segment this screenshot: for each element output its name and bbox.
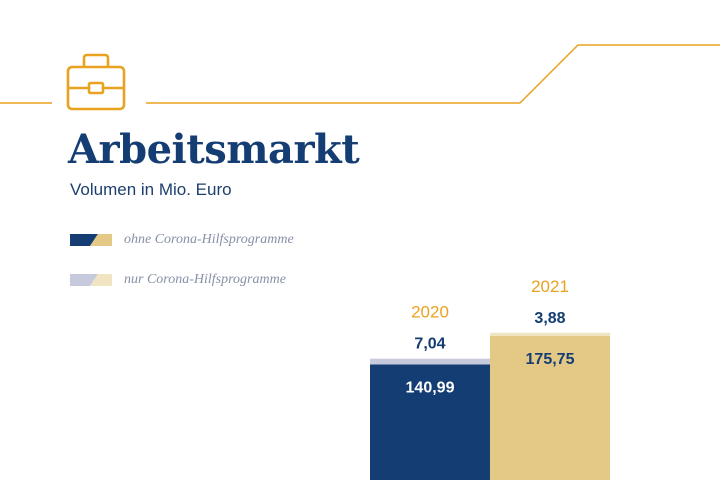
- bar-nur-2020: [370, 358, 490, 365]
- category-label-2021: 2021: [531, 277, 569, 296]
- briefcase-icon: [66, 53, 126, 111]
- bar-ohne-2020: [370, 364, 490, 480]
- page-title: Arbeitsmarkt: [68, 126, 360, 173]
- data-label-ohne-2021: 175,75: [526, 351, 575, 368]
- data-label-ohne-2020: 140,99: [406, 379, 455, 396]
- legend-swatch-ohne: [70, 234, 112, 246]
- data-label-nur-2020: 7,04: [414, 336, 445, 353]
- accent-line: [0, 44, 720, 104]
- data-label-nur-2021: 3,88: [534, 310, 565, 327]
- bar-nur-2021: [490, 332, 610, 336]
- category-label-2020: 2020: [411, 303, 449, 322]
- legend-label-ohne: ohne Corona-Hilfsprogramme: [124, 232, 294, 247]
- subtitle: Volumen in Mio. Euro: [70, 180, 232, 199]
- legend-label-nur: nur Corona-Hilfsprogramme: [124, 272, 286, 287]
- legend-swatch-nur: [70, 274, 112, 286]
- bar-ohne-2021: [490, 335, 610, 480]
